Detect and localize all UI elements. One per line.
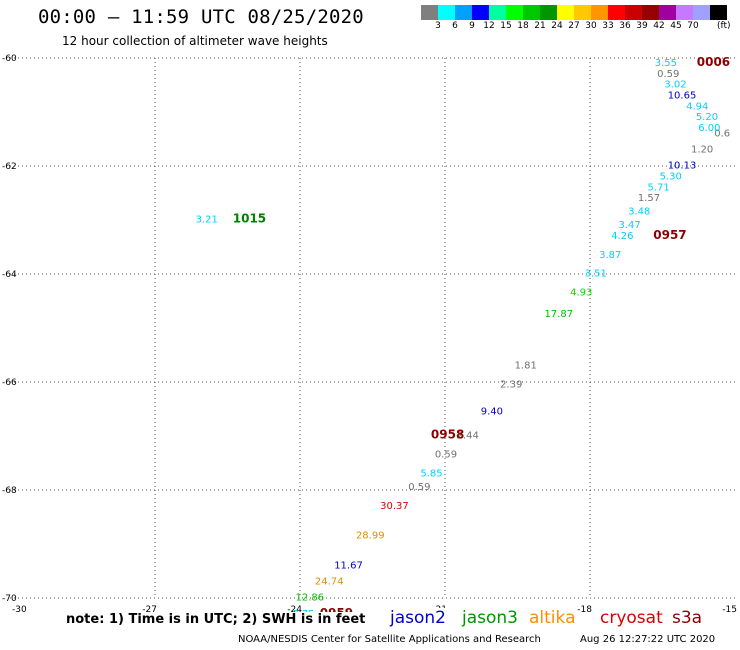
wave-height-label: 5.85 — [420, 469, 442, 480]
wave-height-label: 1.20 — [691, 145, 713, 156]
y-tick-label: -64 — [2, 270, 17, 280]
y-tick-label: -66 — [2, 378, 17, 388]
wave-height-label: 24.74 — [315, 577, 344, 588]
color-scale-tick: 3 — [435, 21, 441, 31]
wave-height-label: 3.02 — [664, 80, 686, 91]
wave-height-label: 0.59 — [657, 69, 679, 80]
wave-height-label: 28.99 — [356, 531, 385, 542]
color-swatch — [608, 5, 625, 20]
color-swatch — [438, 5, 455, 20]
page-title: 00:00 – 11:59 UTC 08/25/2020 — [38, 6, 364, 28]
wave-height-label: 9.40 — [481, 406, 503, 417]
wave-height-label: 1.81 — [515, 361, 537, 372]
page-subtitle: 12 hour collection of altimeter wave hei… — [62, 34, 328, 48]
color-scale-tick: 36 — [619, 21, 631, 31]
wave-height-label: 0.59 — [435, 450, 457, 461]
color-scale-tick: 6 — [452, 21, 458, 31]
wave-height-label: 4.94 — [686, 101, 708, 112]
wave-height-label: 6.00 — [698, 123, 720, 134]
wave-height-label: 2.44 — [457, 431, 479, 442]
color-swatch — [455, 5, 472, 20]
pass-time-label: 0958 — [431, 428, 464, 442]
legend-entry-cryosat: cryosat — [600, 608, 663, 628]
color-scale-tick: 70 — [687, 21, 699, 31]
wave-height-label: 1.57 — [638, 193, 660, 204]
x-tick-label: -24 — [287, 605, 302, 615]
legend-entry-s3a: s3a — [672, 608, 703, 628]
wave-height-label: 10.65 — [668, 91, 697, 102]
color-swatch — [540, 5, 557, 20]
wave-height-label: 5.20 — [696, 112, 718, 123]
color-swatch — [710, 5, 727, 20]
wave-height-label: 3.48 — [628, 207, 650, 218]
color-swatch — [676, 5, 693, 20]
wave-height-label: 10.13 — [668, 161, 697, 172]
footnote: note: 1) Time is in UTC; 2) SWH is in fe… — [64, 612, 368, 627]
wave-height-label: 2.39 — [500, 379, 522, 390]
wave-height-label: 0.59 — [408, 482, 430, 493]
grid-layer — [10, 57, 735, 599]
color-scale-tick: 12 — [483, 21, 495, 31]
wave-height-label: 3.87 — [599, 250, 621, 261]
color-swatch — [659, 5, 676, 20]
legend-entry-jason3: jason3 — [462, 608, 518, 628]
color-swatch — [642, 5, 659, 20]
x-tick-label: -30 — [12, 605, 27, 615]
wave-height-label: 3.51 — [585, 269, 607, 280]
y-tick-label: -60 — [2, 54, 17, 64]
credit-line: NOAA/NESDIS Center for Satellite Applica… — [238, 634, 541, 645]
wave-height-label: 11.67 — [334, 560, 363, 571]
color-scale-tick: 9 — [469, 21, 475, 31]
wave-height-label: 5.30 — [660, 172, 682, 183]
color-swatch — [557, 5, 574, 20]
legend-entry-jason2: jason2 — [390, 608, 446, 628]
color-scale-tick: 24 — [551, 21, 563, 31]
color-scale-tick: 15 — [500, 21, 512, 31]
wave-height-label: 30.37 — [380, 501, 409, 512]
color-scale-bar — [421, 5, 727, 20]
wave-height-label: 4.93 — [570, 288, 592, 299]
pass-time-label: 0957 — [653, 228, 686, 242]
color-swatch — [421, 5, 438, 20]
pass-time-label: 0006 — [697, 55, 730, 69]
color-scale-tick: 42 — [653, 21, 665, 31]
color-scale-tick: 18 — [517, 21, 529, 31]
wave-height-label: 5.71 — [647, 182, 669, 193]
y-tick-label: -68 — [2, 486, 17, 496]
wave-height-label: 0.6 — [714, 128, 730, 139]
wave-height-label: 4.26 — [611, 231, 633, 242]
y-tick-label: -70 — [2, 594, 17, 604]
wave-height-label: 17.87 — [544, 309, 573, 320]
x-tick-label: -18 — [577, 605, 592, 615]
wave-height-label: 3.47 — [618, 220, 640, 231]
x-tick-label: -15 — [722, 605, 737, 615]
color-scale-unit: (ft) — [717, 21, 731, 31]
color-swatch — [693, 5, 710, 20]
y-tick-label: -62 — [2, 162, 17, 172]
wave-height-label: 12.86 — [296, 593, 325, 604]
wave-height-label: 3.21 — [196, 215, 218, 226]
legend-entry-altika: altika — [529, 608, 576, 628]
color-scale-tick: 45 — [670, 21, 682, 31]
color-swatch — [472, 5, 489, 20]
color-swatch — [574, 5, 591, 20]
color-scale-tick: 30 — [585, 21, 597, 31]
color-scale-tick: 39 — [636, 21, 648, 31]
wave-height-label: 3.55 — [655, 58, 677, 69]
pass-time-label: 1015 — [233, 212, 266, 226]
color-swatch — [591, 5, 608, 20]
color-scale-tick: 27 — [568, 21, 580, 31]
color-swatch — [523, 5, 540, 20]
color-swatch — [625, 5, 642, 20]
color-swatch — [506, 5, 523, 20]
color-scale-tick: 21 — [534, 21, 546, 31]
color-scale-tick: 33 — [602, 21, 614, 31]
generated-timestamp: Aug 26 12:27:22 UTC 2020 — [580, 634, 716, 645]
color-swatch — [489, 5, 506, 20]
x-tick-label: -27 — [142, 605, 157, 615]
